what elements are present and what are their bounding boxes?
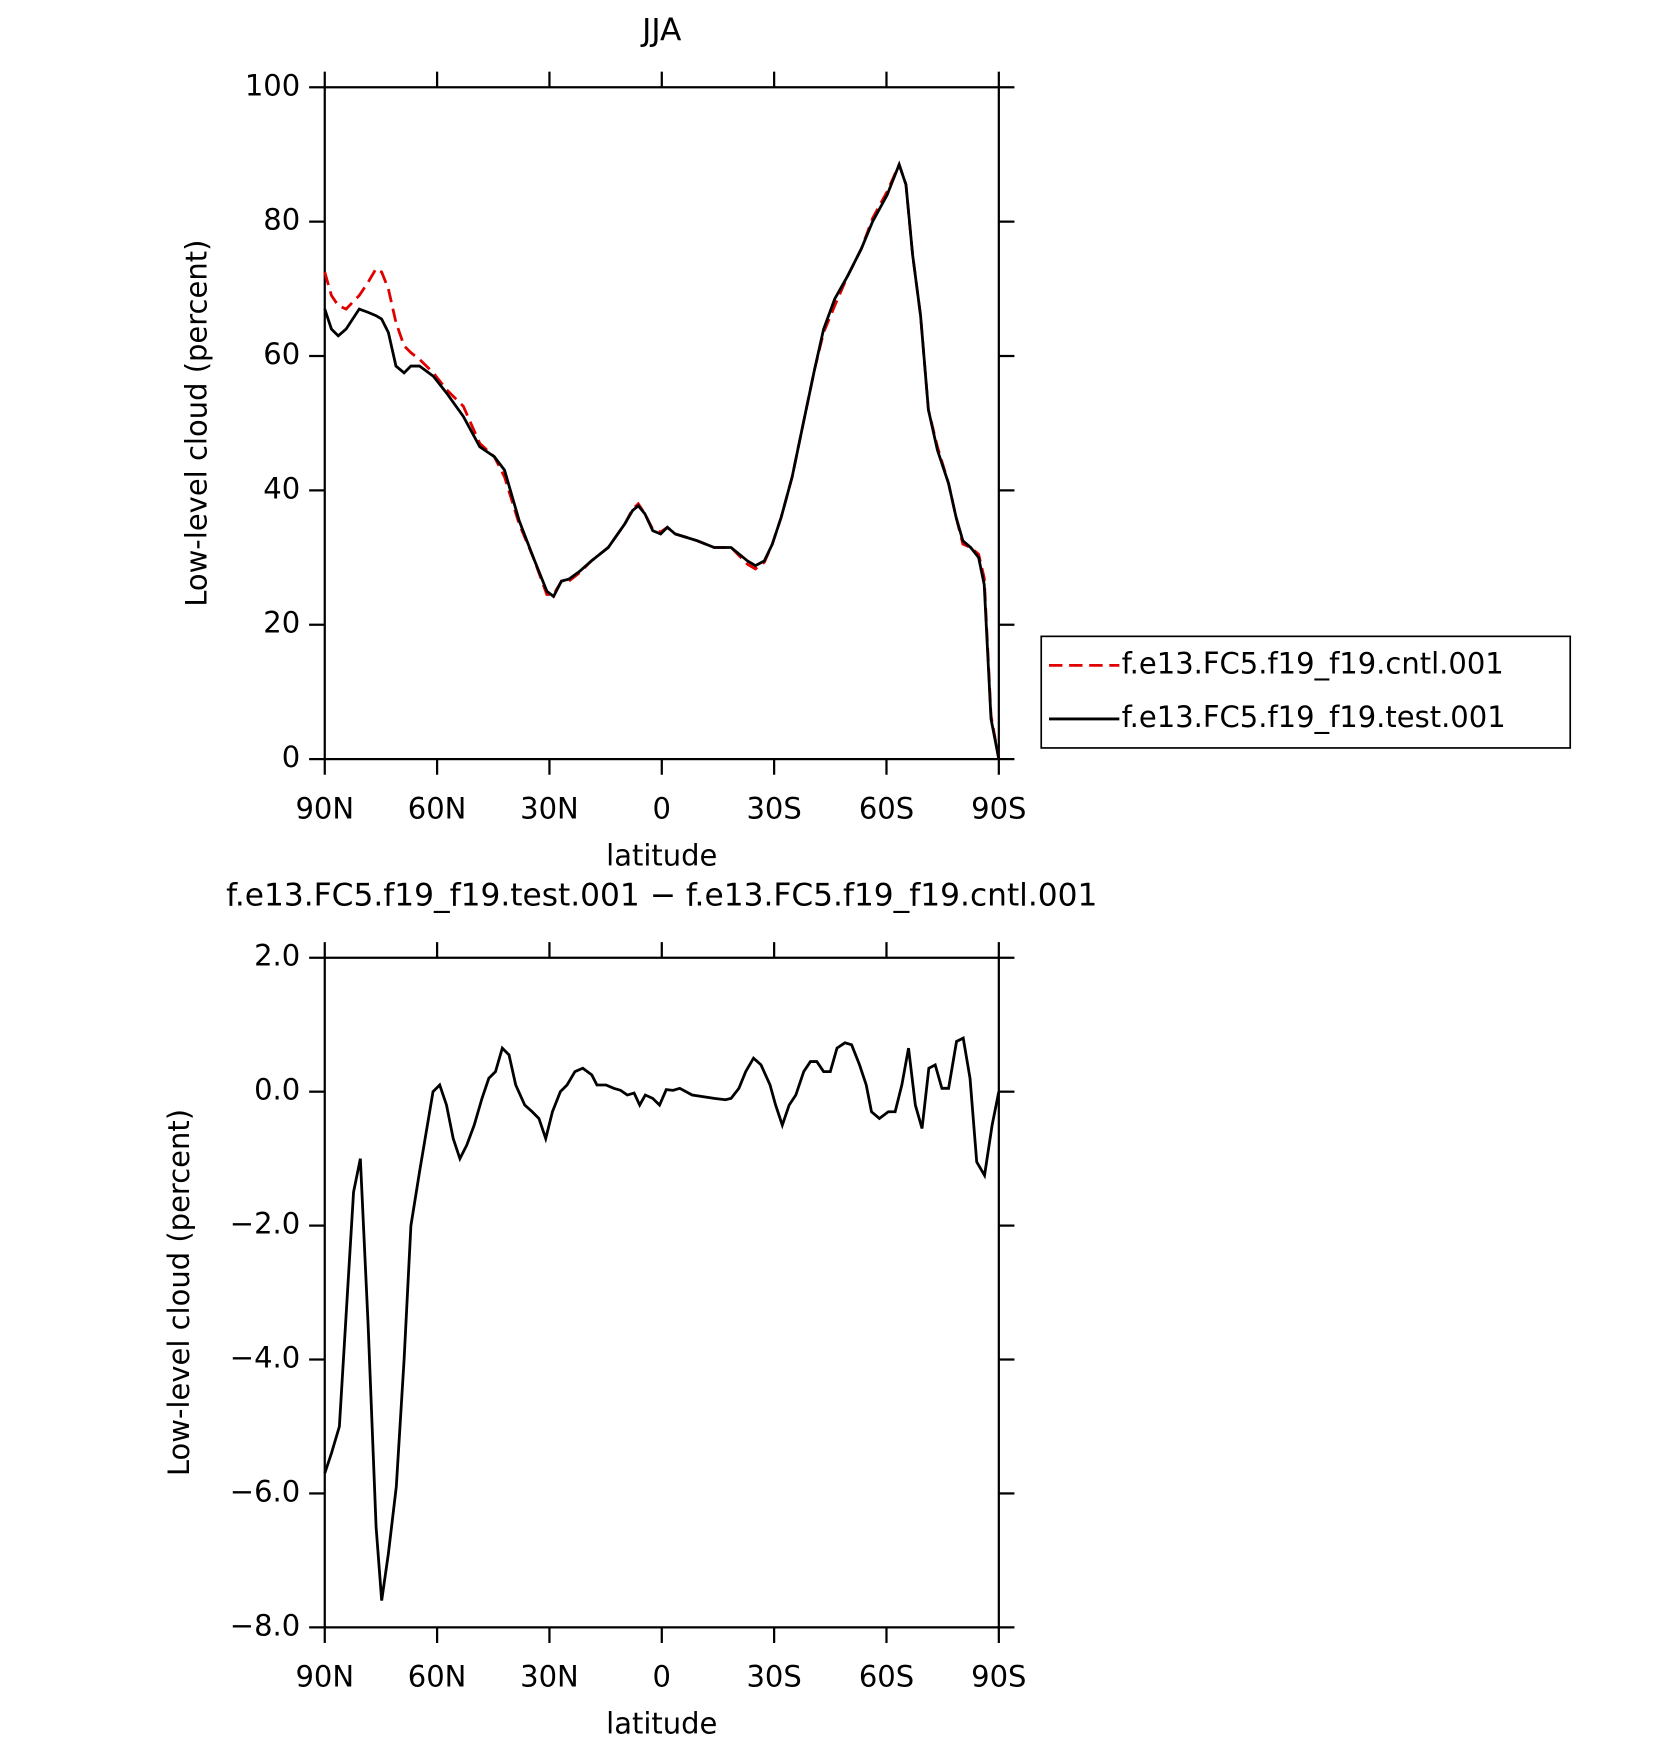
x-tick-label: 90S	[971, 1660, 1026, 1694]
y-tick-label: 0.0	[254, 1073, 300, 1107]
y-tick-label: 80	[263, 203, 300, 237]
y-tick-label: 60	[263, 337, 300, 371]
y-tick-label: −6.0	[230, 1474, 300, 1508]
x-tick-label: 90N	[295, 791, 354, 825]
x-tick-label: 90S	[971, 791, 1026, 825]
data-line	[323, 1036, 1001, 1601]
y-tick-label: 40	[263, 471, 300, 505]
x-tick-label: 60S	[859, 791, 914, 825]
y-tick-label: −8.0	[230, 1608, 300, 1642]
data-line	[323, 160, 1001, 760]
legend-label: f.e13.FC5.f19_f19.test.001	[1122, 700, 1506, 734]
y-tick-label: 2.0	[254, 939, 300, 973]
y-tick-label: −2.0	[230, 1207, 300, 1241]
x-axis-label: latitude	[606, 838, 717, 872]
plot-frame	[323, 86, 1000, 761]
y-axis-label: Low-level cloud (percent)	[162, 1109, 196, 1476]
chart-title: JJA	[640, 12, 682, 48]
x-tick-label: 30N	[520, 1660, 579, 1694]
x-tick-label: 30N	[520, 791, 579, 825]
x-tick-label: 60N	[408, 791, 467, 825]
legend-box	[1040, 635, 1572, 749]
data-line	[323, 160, 1001, 760]
plot-frame	[323, 956, 1000, 1629]
x-tick-label: 30S	[746, 791, 801, 825]
x-tick-label: 0	[653, 1660, 671, 1694]
y-tick-label: −4.0	[230, 1341, 300, 1375]
x-tick-label: 60N	[408, 1660, 467, 1694]
y-tick-label: 0	[282, 740, 300, 774]
y-tick-label: 100	[245, 68, 300, 102]
x-axis-label: latitude	[606, 1707, 717, 1741]
y-axis-label: Low-level cloud (percent)	[180, 240, 214, 607]
y-tick-label: 20	[263, 606, 300, 640]
chart-title: f.e13.FC5.f19_f19.test.001 − f.e13.FC5.f…	[226, 877, 1097, 913]
x-tick-label: 0	[653, 791, 671, 825]
legend-label: f.e13.FC5.f19_f19.cntl.001	[1122, 646, 1504, 680]
x-tick-label: 60S	[859, 1660, 914, 1694]
x-tick-label: 90N	[295, 1660, 354, 1694]
x-tick-label: 30S	[746, 1660, 801, 1694]
